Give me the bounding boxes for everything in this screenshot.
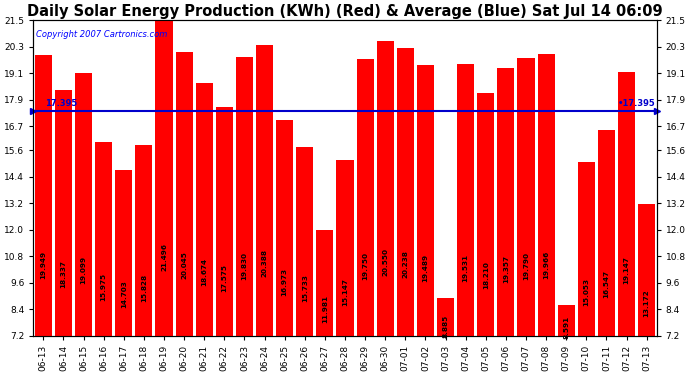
Bar [357, 59, 374, 336]
Bar [598, 129, 615, 336]
Bar [417, 64, 434, 336]
Bar [216, 107, 233, 336]
Text: Copyright 2007 Cartronics.com: Copyright 2007 Cartronics.com [37, 30, 168, 39]
Text: 20.045: 20.045 [181, 251, 187, 279]
Bar [497, 68, 515, 336]
Text: 15.975: 15.975 [101, 273, 107, 301]
Text: 17.395: 17.395 [46, 99, 78, 108]
Bar [316, 230, 333, 336]
Bar [115, 170, 132, 336]
Bar [256, 45, 273, 336]
Text: 8.591: 8.591 [563, 316, 569, 339]
Text: 19.147: 19.147 [624, 256, 629, 284]
Text: 20.388: 20.388 [262, 249, 268, 277]
Text: 15.053: 15.053 [583, 278, 589, 306]
Bar [437, 298, 454, 336]
Bar [236, 57, 253, 336]
Bar [95, 142, 112, 336]
Text: 19.966: 19.966 [543, 251, 549, 279]
Bar [276, 120, 293, 336]
Text: 15.733: 15.733 [302, 274, 308, 303]
Text: 19.949: 19.949 [41, 251, 46, 279]
Text: 19.830: 19.830 [241, 252, 248, 280]
Text: 19.790: 19.790 [523, 252, 529, 280]
Bar [135, 146, 152, 336]
Bar [558, 305, 575, 336]
Bar [618, 72, 635, 336]
Bar [477, 93, 494, 336]
Text: 16.547: 16.547 [604, 270, 609, 298]
Text: 21.496: 21.496 [161, 243, 167, 271]
Bar [296, 147, 313, 336]
Text: •17.395: •17.395 [618, 99, 656, 108]
Text: 14.703: 14.703 [121, 280, 127, 308]
Bar [196, 82, 213, 336]
Bar [34, 54, 52, 336]
Text: 19.489: 19.489 [422, 254, 428, 282]
Text: 11.981: 11.981 [322, 295, 328, 323]
Text: 17.575: 17.575 [221, 264, 227, 292]
Text: 15.828: 15.828 [141, 274, 147, 302]
Text: 19.357: 19.357 [503, 255, 509, 282]
Text: 18.674: 18.674 [201, 258, 207, 286]
Title: Daily Solar Energy Production (KWh) (Red) & Average (Blue) Sat Jul 14 06:09: Daily Solar Energy Production (KWh) (Red… [27, 4, 663, 19]
Text: 20.238: 20.238 [402, 250, 408, 278]
Text: 16.973: 16.973 [282, 268, 288, 296]
Text: 18.210: 18.210 [483, 261, 489, 289]
Text: 13.172: 13.172 [644, 289, 649, 316]
Bar [55, 90, 72, 336]
Bar [397, 48, 414, 336]
Text: 19.099: 19.099 [81, 256, 86, 284]
Text: 8.885: 8.885 [442, 315, 448, 338]
Bar [155, 20, 172, 336]
Text: 15.147: 15.147 [342, 278, 348, 306]
Bar [518, 58, 535, 336]
Bar [337, 160, 353, 336]
Text: 18.337: 18.337 [61, 260, 66, 288]
Bar [175, 53, 193, 336]
Text: 19.750: 19.750 [362, 252, 368, 280]
Text: 20.550: 20.550 [382, 248, 388, 276]
Bar [75, 73, 92, 336]
Text: 19.531: 19.531 [463, 254, 469, 282]
Bar [377, 41, 394, 336]
Bar [457, 64, 474, 336]
Bar [638, 204, 655, 336]
Bar [538, 54, 555, 336]
Bar [578, 162, 595, 336]
